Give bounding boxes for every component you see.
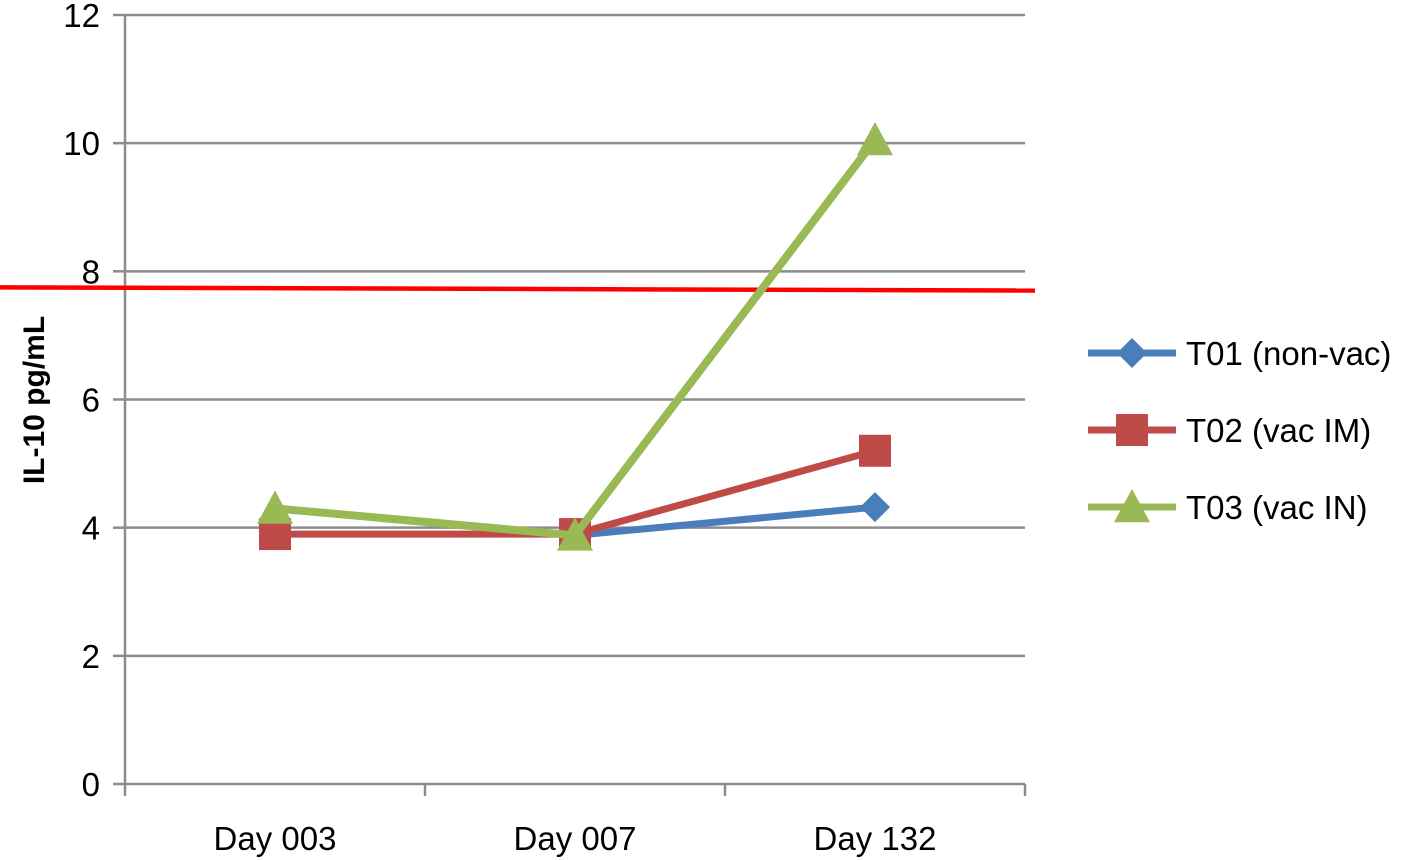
y-axis-label: IL-10 pg/mL xyxy=(18,316,51,484)
y-tick-label: 8 xyxy=(82,253,100,290)
legend-label: T02 (vac IM) xyxy=(1186,412,1371,449)
y-tick-label: 10 xyxy=(63,125,100,162)
x-tick-label: Day 003 xyxy=(214,820,337,857)
gridlines xyxy=(125,13,1025,658)
data-point xyxy=(557,517,593,551)
reference-line-group xyxy=(0,285,1036,293)
legend: T01 (non-vac) T02 (vac IM) T03 (vac IN) xyxy=(1088,335,1391,526)
axes: 0 2 4 6 8 10 12 Day 003 Day 007 Day 132 xyxy=(63,0,1027,857)
data-point xyxy=(859,434,891,467)
data-point xyxy=(257,490,293,524)
y-tick-label: 0 xyxy=(82,766,100,803)
legend-marker xyxy=(1114,489,1150,523)
legend-marker xyxy=(1116,414,1148,446)
y-tick-label: 6 xyxy=(82,382,100,419)
legend-item: T01 (non-vac) xyxy=(1088,335,1391,372)
data-point xyxy=(860,492,890,523)
x-tick-label: Day 007 xyxy=(514,820,637,857)
legend-label: T03 (vac IN) xyxy=(1186,489,1368,526)
series-group xyxy=(257,121,893,551)
reference-line xyxy=(0,285,1036,293)
series-3 xyxy=(257,121,893,551)
legend-marker xyxy=(1117,338,1147,368)
y-tick-label: 2 xyxy=(82,638,100,675)
legend-item: T03 (vac IN) xyxy=(1088,489,1368,526)
legend-label: T01 (non-vac) xyxy=(1186,335,1391,372)
series-line xyxy=(574,503,876,539)
y-tick-label: 12 xyxy=(63,0,100,34)
data-point xyxy=(857,121,893,156)
y-tick-label: 4 xyxy=(82,510,100,547)
legend-item: T02 (vac IM) xyxy=(1088,412,1371,449)
x-tick-label: Day 132 xyxy=(814,820,937,857)
